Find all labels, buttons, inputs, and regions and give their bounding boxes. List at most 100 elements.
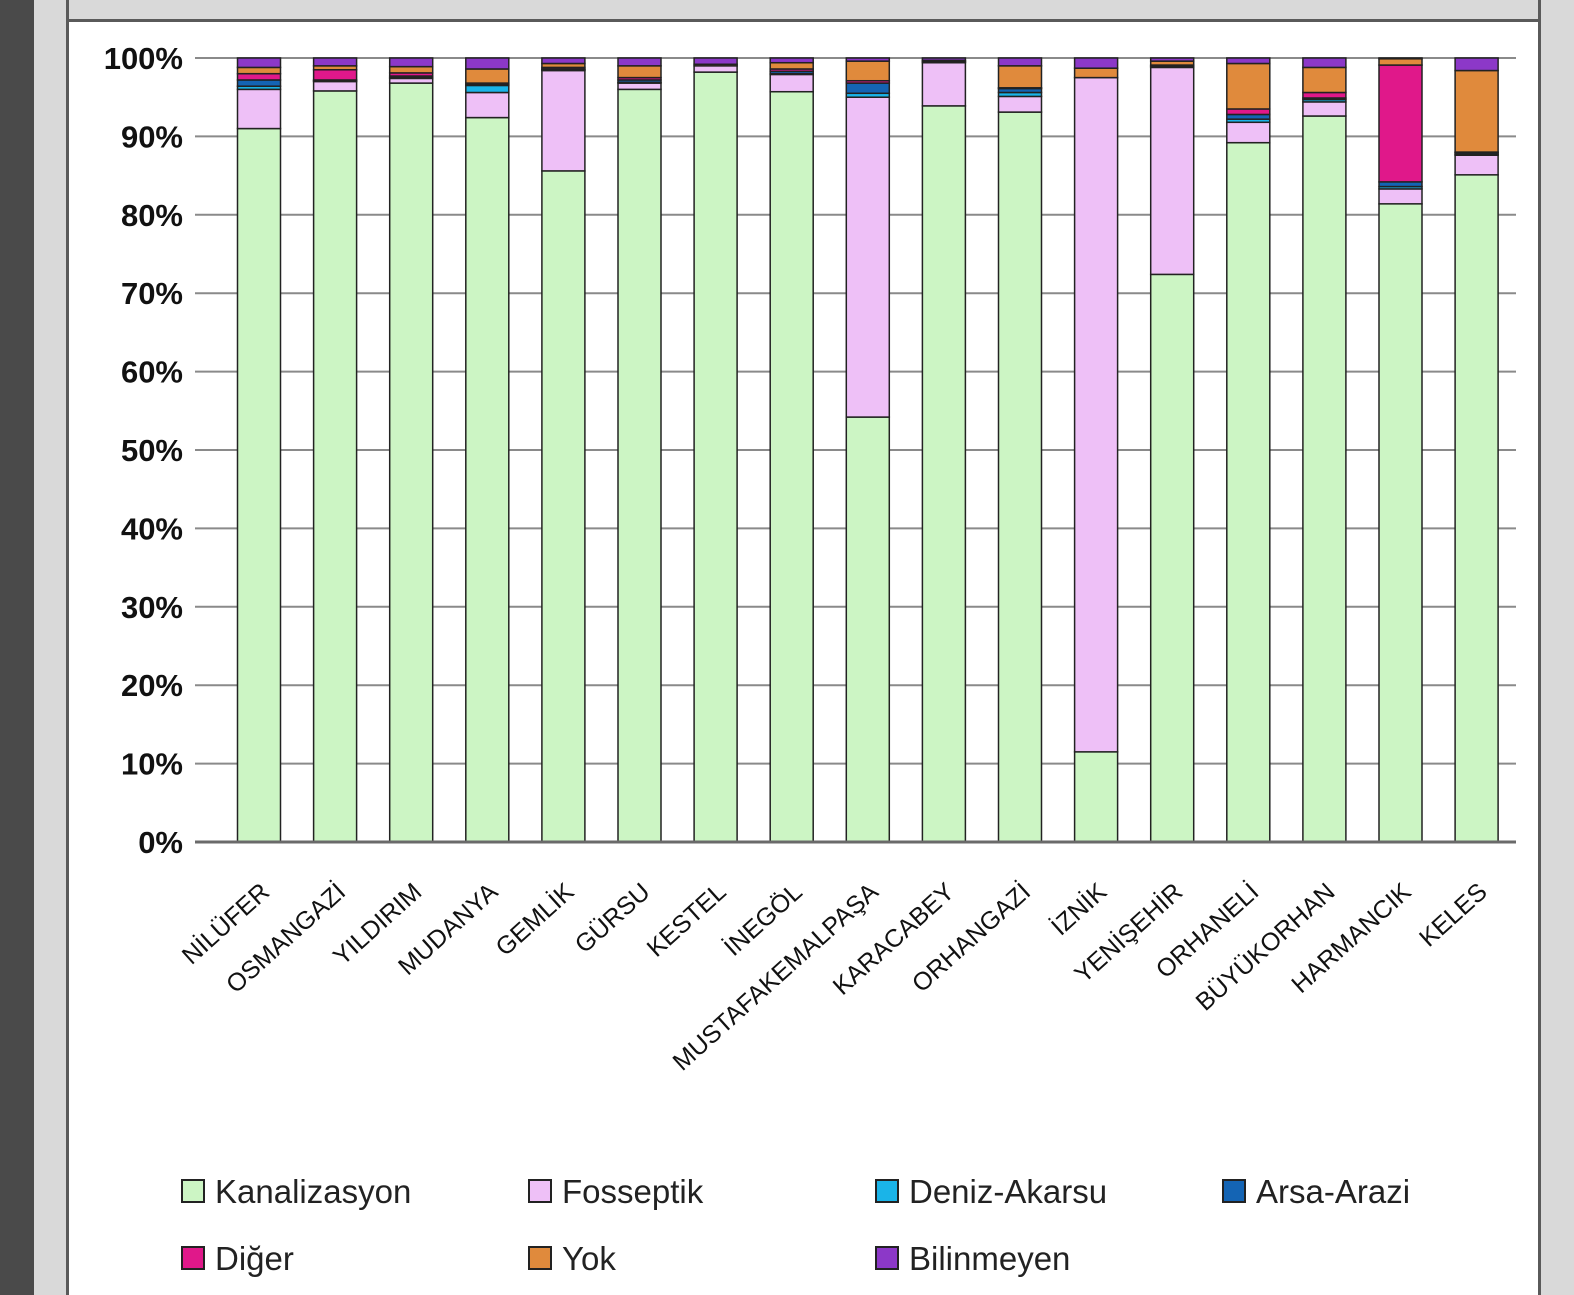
bar-segment [1454,57,1499,72]
bar-segment [1302,66,1347,94]
bar-segment [1149,273,1195,843]
bar-stack [1378,57,1423,843]
y-tick-label: 100% [104,41,183,76]
bar-stack [236,57,282,843]
bar-stack [312,57,358,843]
bar-segment [541,57,586,65]
legend-item: Arsa-Arazi [1222,1173,1410,1210]
bar-segment [1378,57,1423,60]
bar-segment [1073,67,1119,79]
y-tick-label: 0% [138,825,183,860]
bar-stack [617,57,662,843]
bar-stack [541,57,586,843]
bar-segment [1378,58,1423,66]
x-category-label: KELES [1414,878,1493,953]
legend-item: Diğer [181,1240,294,1277]
legend: Kanalizasyon Fosseptik Deniz-Akarsu Arsa-Ar… [181,1173,1410,1277]
y-axis-tick-labels: 0% 10% 20% 30% 40% 50% 60% 70% 80% 90% 100% [104,41,183,860]
bar-segment [769,61,814,70]
bar-segment [388,57,434,68]
bar-segment [541,69,586,172]
bar-stack [693,57,738,843]
legend-label: Yok [562,1240,616,1277]
bar-segment [465,91,510,119]
legend-item: Bilinmeyen [875,1240,1070,1277]
bar-segment [388,82,434,843]
bars [236,57,1499,843]
bar-segment [997,95,1043,113]
bar-segment [465,68,510,84]
legend-swatch [181,1179,205,1203]
bar-segment [312,57,358,67]
y-tick-label: 70% [121,276,183,311]
panel-top-bar [66,0,1541,22]
bar-segment [997,65,1043,89]
bar-stack [769,57,814,843]
y-tick-label: 10% [121,747,183,782]
x-category-label: GEMLİK [490,877,580,962]
legend-label: Fosseptik [562,1173,704,1210]
bar-segment [1378,203,1423,843]
bar-segment [1149,66,1195,276]
bar-segment [236,57,282,69]
bar-segment [769,57,814,64]
legend-swatch [181,1246,205,1270]
bar-segment [1226,141,1271,843]
y-tick-label: 90% [121,119,183,154]
bar-stack [1454,57,1499,843]
legend-swatch [1222,1179,1246,1203]
bar-stack [1226,57,1271,843]
legend-label: Kanalizasyon [215,1173,411,1210]
x-category-label: BÜYÜKORHAN [1191,878,1341,1017]
bar-segment [1226,57,1271,65]
bar-segment [1378,188,1423,205]
bar-segment [769,90,814,843]
bar-segment [541,170,586,843]
bar-segment [236,88,282,130]
x-axis-category-labels: NİLÜFEROSMANGAZİYILDIRIMMUDANYAGEMLİKGÜR… [176,877,1492,1077]
bar-stack [388,57,434,843]
y-tick-label: 50% [121,433,183,468]
legend-label: Deniz-Akarsu [909,1173,1107,1210]
bar-segment [845,416,891,843]
bar-segment [236,127,282,843]
y-tick-label: 40% [121,511,183,546]
bar-segment [693,71,738,843]
legend-swatch [875,1179,899,1203]
bar-stack [997,57,1043,843]
bar-stack [465,57,510,843]
bar-segment [1454,69,1499,153]
y-tick-label: 30% [121,590,183,625]
legend-swatch [528,1179,552,1203]
bar-stack [1302,57,1347,843]
legend-label: Diğer [215,1240,294,1277]
bar-segment [921,57,967,62]
bar-segment [1226,62,1271,110]
bar-stack [1149,57,1195,843]
bar-stack [1073,57,1119,843]
legend-label: Arsa-Arazi [1256,1173,1410,1210]
legend-item: Kanalizasyon [181,1173,411,1210]
bar-segment [312,80,358,92]
bar-segment [617,57,662,67]
bar-segment [769,73,814,93]
bar-segment [1073,751,1119,843]
bar-segment [465,57,510,70]
legend-swatch [528,1246,552,1270]
bar-segment [1302,101,1347,117]
bar-segment [465,116,510,843]
legend-item: Yok [528,1240,616,1277]
bar-segment [236,66,282,75]
bar-segment [1302,57,1347,69]
legend-item: Deniz-Akarsu [875,1173,1107,1210]
bar-segment [693,65,738,73]
bar-segment [845,82,891,95]
y-tick-label: 80% [121,198,183,233]
bar-stack [921,57,967,843]
bar-segment [1454,154,1499,176]
bar-segment [236,72,282,81]
bar-segment [845,60,891,82]
bar-segment [693,57,738,66]
y-tick-label: 20% [121,668,183,703]
bar-segment [617,82,662,91]
